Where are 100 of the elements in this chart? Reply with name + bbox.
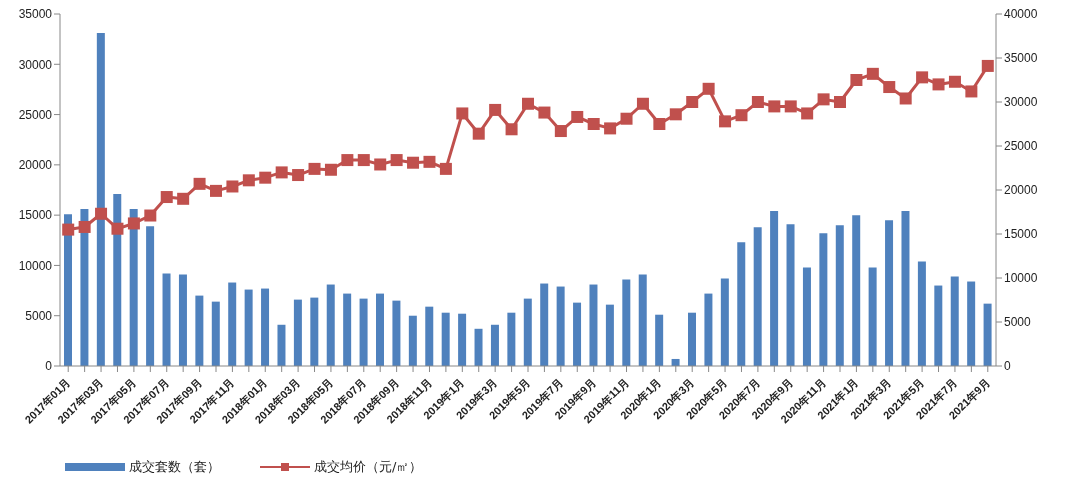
point: [242, 174, 255, 187]
bar: [934, 285, 943, 366]
point: [981, 59, 994, 72]
point: [390, 154, 403, 167]
point: [144, 209, 157, 222]
y-tick-label: 10000: [18, 258, 53, 273]
point: [292, 169, 305, 182]
y-tick-label: 0: [45, 359, 53, 374]
point: [883, 81, 896, 94]
point: [653, 118, 666, 130]
point: [127, 217, 140, 230]
point: [834, 96, 846, 108]
point: [275, 166, 288, 179]
point: [850, 74, 863, 86]
bar: [720, 278, 729, 366]
y2-tick-label: 15000: [1004, 227, 1038, 242]
point: [620, 112, 633, 125]
bar: [178, 274, 187, 366]
point: [719, 115, 732, 128]
point: [587, 118, 600, 130]
point: [669, 108, 682, 121]
point: [439, 162, 452, 175]
legend-label: 成交套数（套）: [128, 458, 220, 476]
bar: [146, 226, 155, 366]
point: [62, 223, 75, 236]
point: [160, 191, 173, 204]
bar: [425, 306, 434, 366]
bar: [293, 299, 302, 366]
bar: [441, 312, 450, 366]
y2-tick-label: 0: [1004, 359, 1011, 374]
bar: [507, 312, 516, 366]
point: [916, 71, 929, 84]
bar: [589, 284, 598, 366]
bar: [408, 315, 417, 366]
y-tick-label: 30000: [18, 57, 53, 72]
point: [571, 110, 584, 123]
bar: [80, 209, 89, 366]
bar: [228, 282, 237, 366]
point: [324, 163, 337, 176]
bar: [638, 274, 647, 366]
bar: [622, 279, 631, 366]
bar: [129, 209, 138, 366]
bar: [655, 314, 664, 366]
point: [489, 103, 502, 116]
point: [193, 177, 206, 190]
y2-tick-label: 5000: [1004, 315, 1032, 330]
y-tick-label: 5000: [25, 308, 53, 323]
bar: [605, 304, 614, 366]
bar: [917, 261, 926, 366]
y2-tick-label: 20000: [1004, 183, 1038, 198]
bar: [392, 300, 401, 366]
point: [78, 220, 91, 233]
bar: [573, 302, 582, 366]
bar: [195, 295, 204, 366]
point: [932, 78, 945, 91]
bar: [704, 293, 713, 366]
point: [210, 184, 222, 197]
y-tick-label: 35000: [18, 7, 53, 22]
point: [866, 67, 879, 80]
bar: [753, 227, 762, 366]
bar: [835, 225, 844, 366]
y2-tick-label: 25000: [1004, 139, 1038, 154]
y2-tick-label: 35000: [1004, 51, 1038, 66]
bar: [326, 284, 335, 366]
point: [177, 192, 190, 205]
bar: [244, 289, 253, 366]
point: [95, 207, 108, 220]
bar: [983, 303, 992, 366]
bar: [556, 286, 565, 366]
point: [308, 162, 321, 175]
point: [899, 92, 912, 105]
bar: [211, 301, 220, 366]
bar: [688, 312, 696, 366]
bar: [96, 33, 105, 366]
point: [604, 122, 617, 135]
point: [341, 154, 354, 167]
y-tick-label: 25000: [18, 107, 53, 122]
legend-label: 成交均价（元/㎡）: [313, 458, 423, 476]
bar: [901, 211, 910, 366]
bar: [277, 324, 286, 366]
y2-tick-label: 30000: [1004, 95, 1038, 110]
y2-tick-label: 10000: [1004, 271, 1038, 286]
bar: [474, 328, 483, 366]
bar: [376, 293, 384, 366]
point: [948, 75, 961, 88]
bar: [802, 267, 811, 366]
bar: [967, 281, 976, 366]
bar: [852, 215, 861, 366]
bar: [64, 214, 72, 366]
bar: [523, 298, 532, 366]
bar: [261, 288, 270, 366]
point: [226, 180, 239, 193]
bar: [786, 224, 795, 366]
bar: [343, 293, 352, 366]
bar: [950, 276, 959, 366]
point: [357, 154, 370, 167]
bar: [310, 297, 319, 366]
bar: [885, 220, 894, 366]
bar: [737, 242, 746, 366]
point: [423, 155, 436, 168]
